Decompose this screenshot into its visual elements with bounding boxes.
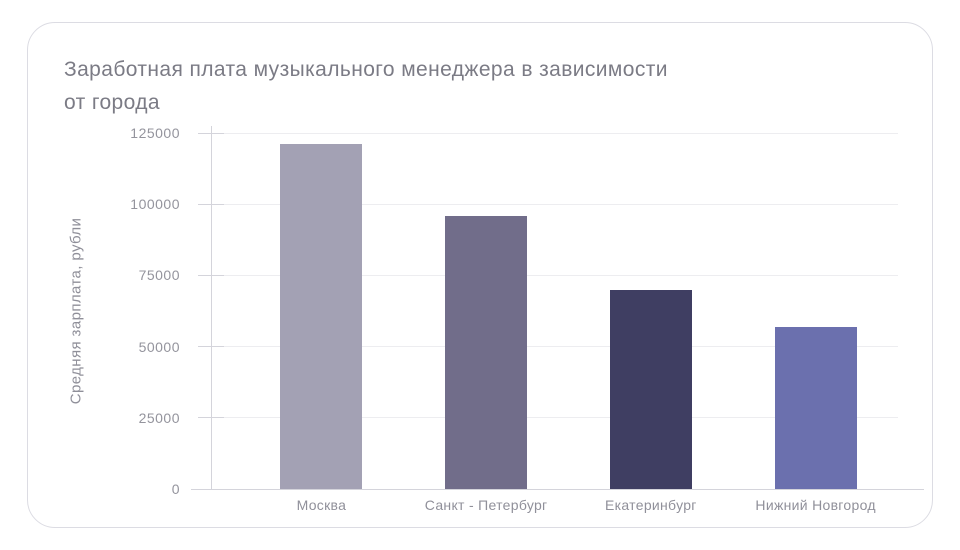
y-tick-mark-125000 (198, 132, 224, 134)
bar-4 (774, 326, 857, 489)
x-label-1: Москва (296, 497, 347, 513)
y-tick-mark-100000 (198, 203, 224, 205)
y-tick-label-75000: 75000 (138, 267, 180, 284)
chart-title-line-1: Заработная плата музыкального менеджера … (64, 58, 668, 81)
bar-1 (280, 144, 363, 489)
bar-2 (445, 215, 528, 489)
y-tick-mark-75000 (198, 274, 224, 276)
x-label-2: Санкт - Петербург (424, 497, 548, 513)
gridline-125000 (211, 132, 898, 134)
y-tick-mark-25000 (198, 417, 224, 419)
x-axis-line (191, 488, 924, 490)
chart-title-line-2: от города (64, 91, 160, 114)
y-tick-label-50000: 50000 (138, 338, 180, 355)
y-tick-mark-50000 (198, 346, 224, 348)
y-tick-label-25000: 25000 (138, 409, 180, 426)
y-tick-label-125000: 125000 (130, 125, 180, 141)
y-axis-line (211, 126, 212, 489)
y-tick-label-100000: 100000 (130, 196, 180, 213)
x-label-3: Екатеринбург (605, 497, 697, 513)
chart-title: Заработная плата музыкального менеджера … (64, 53, 884, 119)
chart-card: Заработная плата музыкального менеджера … (27, 22, 933, 528)
gridline-100000 (211, 203, 898, 205)
bar-3 (609, 289, 692, 489)
plot-area (191, 126, 924, 490)
gridline-25000 (211, 417, 898, 419)
gridline-75000 (211, 274, 898, 276)
x-label-4: Нижний Новгород (755, 497, 876, 513)
gridline-50000 (211, 346, 898, 348)
y-tick-label-0: 0 (171, 481, 180, 497)
y-tick-mark-0 (198, 488, 224, 490)
y-axis-title: Средняя зарплата, рубли (67, 217, 85, 405)
